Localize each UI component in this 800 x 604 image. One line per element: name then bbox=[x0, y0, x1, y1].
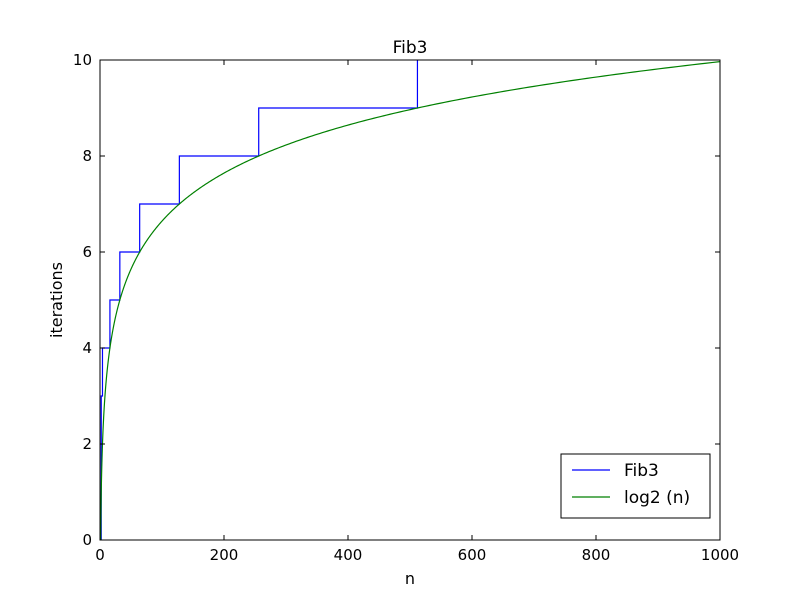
legend-label-fib3: Fib3 bbox=[624, 461, 659, 481]
series-line-log2 bbox=[100, 61, 720, 540]
chart-title: Fib3 bbox=[393, 38, 428, 58]
x-tick-label: 600 bbox=[458, 546, 487, 564]
legend: Fib3 log2 (n) bbox=[560, 453, 711, 519]
y-tick-label: 2 bbox=[82, 435, 92, 453]
series-layer bbox=[100, 60, 720, 540]
legend-label-log2: log2 (n) bbox=[624, 488, 690, 508]
y-tick-label: 8 bbox=[82, 147, 92, 165]
y-tick-label: 4 bbox=[82, 339, 92, 357]
x-tick-label: 800 bbox=[582, 546, 611, 564]
legend-box bbox=[560, 453, 711, 519]
series-line-fib3 bbox=[100, 60, 419, 540]
y-axis-label: iterations bbox=[47, 262, 66, 338]
y-tick-label: 6 bbox=[82, 243, 92, 261]
x-tick-label: 0 bbox=[95, 546, 105, 564]
x-tick-label: 200 bbox=[210, 546, 239, 564]
y-tick-label: 10 bbox=[73, 51, 92, 69]
plot-frame bbox=[99, 59, 721, 541]
x-tick-label: 1000 bbox=[701, 546, 739, 564]
y-tick-label: 0 bbox=[82, 531, 92, 549]
x-tick-label: 400 bbox=[334, 546, 363, 564]
x-axis-label: n bbox=[405, 569, 415, 588]
